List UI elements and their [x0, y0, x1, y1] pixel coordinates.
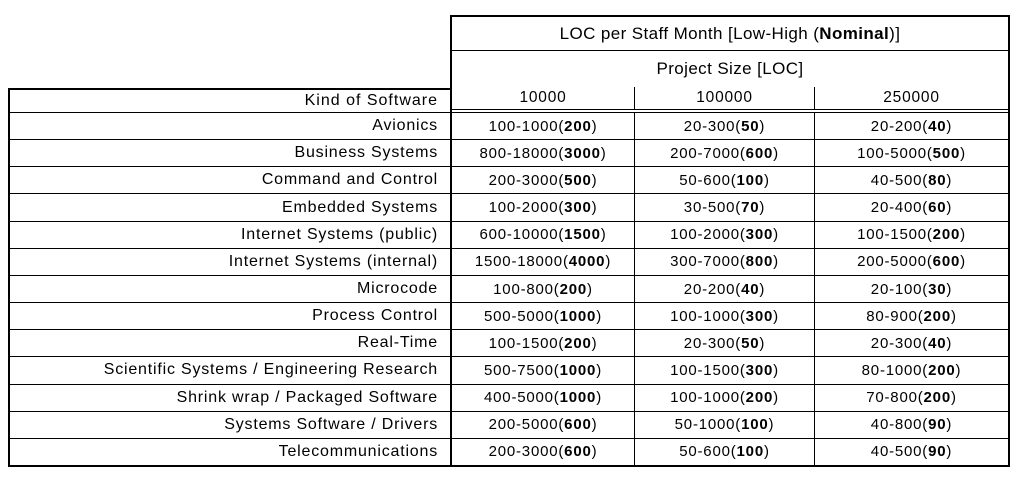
- loc-range-cell: 400-5000(1000): [484, 389, 602, 407]
- loc-range-cell: 20-300(40): [814, 330, 1008, 357]
- loc-range-cell: 200-7000(600): [634, 140, 814, 167]
- kind-of-software-column: Kind of Software Avionics Business System…: [8, 88, 450, 467]
- loc-range-cell: 200-5000(600): [488, 416, 598, 434]
- project-size-columns: 10000 100000 250000: [452, 87, 1008, 113]
- loc-range-cell: 100-2000(300): [488, 199, 598, 217]
- row-label: Shrink wrap / Packaged Software: [10, 385, 450, 412]
- table-title: LOC per Staff Month [Low-High (Nominal)]: [452, 17, 1008, 51]
- loc-range-cell: 300-7000(800): [634, 248, 814, 275]
- loc-range-cell: 30-500(70): [634, 194, 814, 221]
- loc-range-cell: 100-1000(300): [634, 303, 814, 330]
- loc-range-cell: 80-1000(200): [814, 357, 1008, 384]
- loc-range-cell: 1500-18000(4000): [474, 253, 612, 271]
- size-column-header-100000: 100000: [634, 87, 814, 109]
- loc-range-cell: 40-500(80): [814, 167, 1008, 194]
- row-label: Telecommunications: [278, 442, 438, 460]
- loc-range-cell: 600-10000(1500): [479, 226, 607, 244]
- row-label: Real-Time: [10, 330, 450, 358]
- table-row: 200-5000(600) 50-1000(100) 40-800(90): [452, 411, 1008, 439]
- loc-range-cell: 20-200(40): [814, 113, 1008, 140]
- loc-range-cell: 40-500(90): [814, 438, 1008, 466]
- loc-range-cell: 50-600(100): [634, 167, 814, 194]
- loc-range-cell: 20-200(40): [634, 275, 814, 303]
- loc-range-cell: 100-1500(300): [634, 357, 814, 384]
- table-title-suffix: )]: [889, 23, 901, 43]
- row-label: Command and Control: [10, 167, 450, 195]
- kind-of-software-rows: Avionics Business Systems Command and Cont…: [10, 113, 450, 465]
- table-row: 500-5000(1000) 100-1000(300) 80-900(200): [452, 303, 1008, 331]
- loc-range-cell: 50-600(100): [634, 438, 814, 466]
- size-column-header-250000: 250000: [814, 87, 1008, 109]
- size-column-header-10000: 10000: [519, 89, 567, 106]
- table-title-prefix: LOC per Staff Month [Low-High (: [559, 23, 820, 43]
- loc-range-cell: 70-800(200): [814, 384, 1008, 411]
- table-row: 1500-18000(4000) 300-7000(800) 200-5000(60…: [452, 248, 1008, 276]
- kind-of-software-header: Kind of Software: [10, 90, 450, 113]
- loc-range-cell: 500-5000(1000): [484, 307, 602, 325]
- loc-range-cell: 100-1000(200): [634, 384, 814, 411]
- row-label: Internet Systems (public): [10, 222, 450, 249]
- loc-range-cell: 20-100(30): [814, 275, 1008, 303]
- loc-range-cell: 200-3000(500): [488, 171, 598, 189]
- loc-range-cell: 50-1000(100): [634, 411, 814, 438]
- row-label: Internet Systems (internal): [10, 249, 450, 276]
- loc-range-cell: 20-300(50): [634, 330, 814, 357]
- loc-range-cell: 100-800(200): [493, 280, 593, 298]
- loc-range-cell: 100-2000(300): [634, 221, 814, 248]
- project-size-subtitle: Project Size [LOC]: [656, 59, 804, 78]
- loc-range-cell: 100-1500(200): [814, 221, 1008, 248]
- table-row: 100-1000(200) 20-300(50) 20-200(40): [452, 113, 1008, 141]
- loc-data-rows: 100-1000(200) 20-300(50) 20-200(40) 800-180…: [452, 113, 1008, 466]
- row-label: Microcode: [10, 276, 450, 304]
- row-label: Avionics: [10, 113, 450, 141]
- table-title-nominal: Nominal: [819, 23, 890, 43]
- row-label: Process Control: [10, 303, 450, 331]
- loc-range-cell: 80-900(200): [814, 303, 1008, 330]
- loc-range-cell: 100-1000(200): [488, 117, 598, 135]
- table-row: 400-5000(1000) 100-1000(200) 70-800(200): [452, 384, 1008, 412]
- row-label: Business Systems: [10, 140, 450, 168]
- loc-range-cell: 800-18000(3000): [479, 144, 607, 162]
- table-row: 100-1500(200) 20-300(50) 20-300(40): [452, 330, 1008, 358]
- loc-data-panel: LOC per Staff Month [Low-High (Nominal)]…: [450, 15, 1010, 467]
- table-row: 800-18000(3000) 200-7000(600) 100-5000(500…: [452, 140, 1008, 168]
- row-label: Systems Software / Drivers: [10, 412, 450, 439]
- row-label: Embedded Systems: [10, 194, 450, 222]
- table-row: 600-10000(1500) 100-2000(300) 100-1500(200…: [452, 221, 1008, 249]
- loc-range-cell: 40-800(90): [814, 411, 1008, 438]
- loc-range-cell: 20-400(60): [814, 194, 1008, 221]
- table-row: 200-3000(500) 50-600(100) 40-500(80): [452, 167, 1008, 195]
- table-row: 500-7500(1000) 100-1500(300) 80-1000(200): [452, 357, 1008, 385]
- table-row: 100-800(200) 20-200(40) 20-100(30): [452, 275, 1008, 304]
- table-row: 200-3000(600) 50-600(100) 40-500(90): [452, 438, 1008, 466]
- loc-range-cell: 100-1500(200): [488, 334, 598, 352]
- loc-range-cell: 200-3000(600): [488, 443, 598, 461]
- loc-range-cell: 200-5000(600): [814, 248, 1008, 275]
- row-label: Scientific Systems / Engineering Researc…: [10, 357, 450, 385]
- loc-range-cell: 100-5000(500): [814, 140, 1008, 167]
- loc-range-cell: 20-300(50): [634, 113, 814, 140]
- loc-range-cell: 500-7500(1000): [484, 361, 602, 379]
- table-row: 100-2000(300) 30-500(70) 20-400(60): [452, 194, 1008, 222]
